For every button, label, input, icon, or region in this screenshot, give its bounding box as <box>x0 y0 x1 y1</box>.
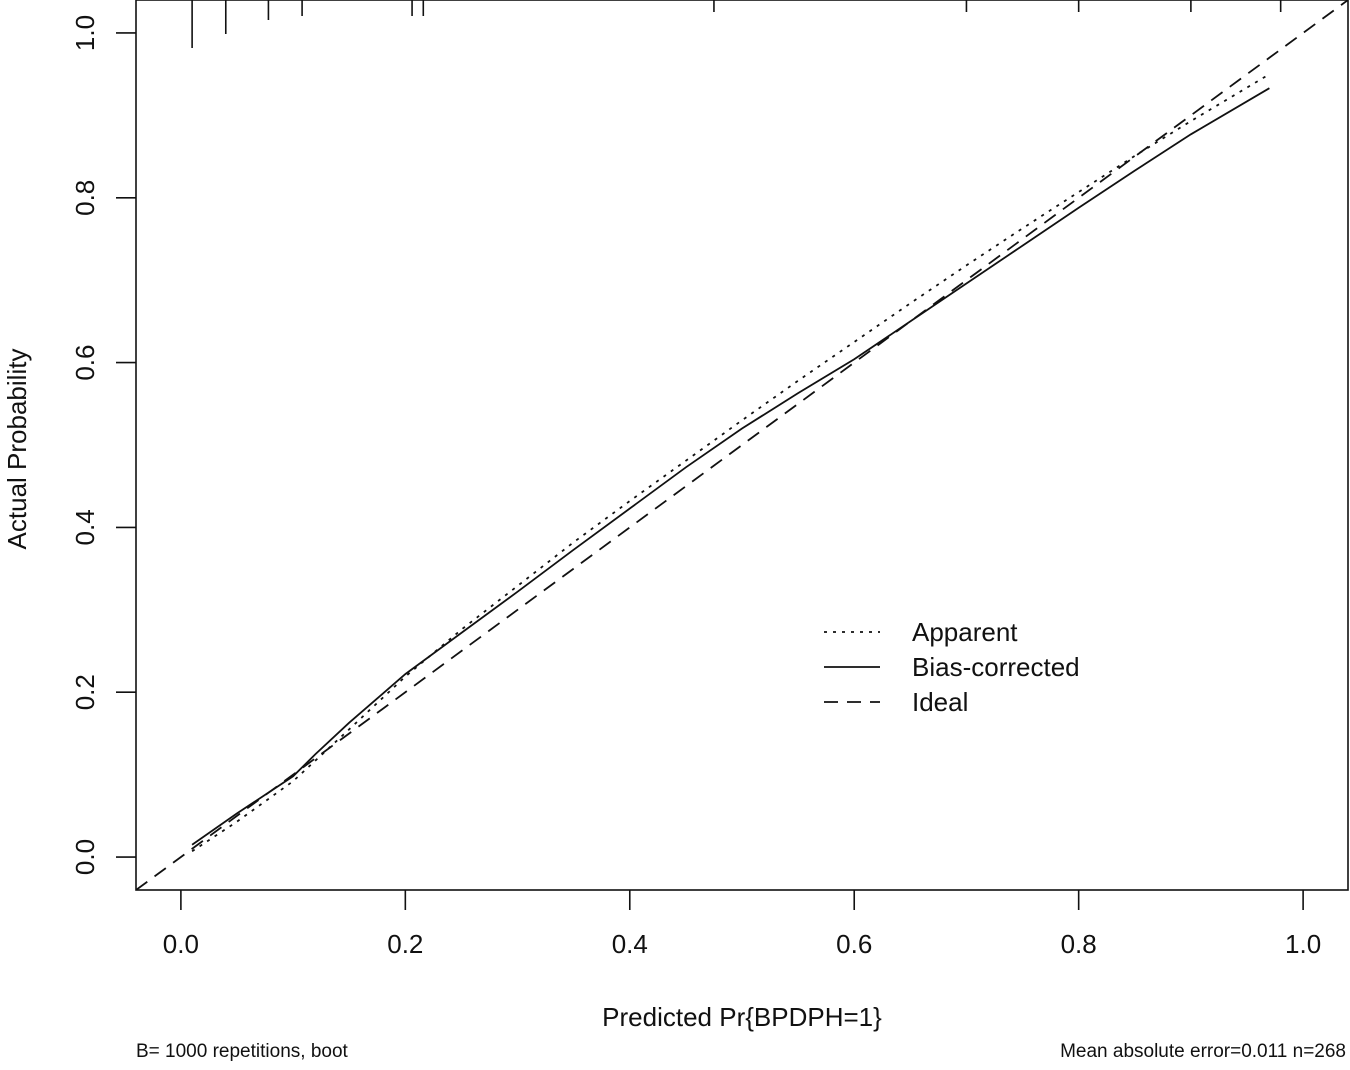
x-tick-label: 0.0 <box>163 929 199 959</box>
footnote-mean-absolute-error: Mean absolute error=0.011 n=268 <box>1060 1041 1346 1062</box>
y-tick-label: 0.2 <box>70 674 100 710</box>
y-tick-label: 0.8 <box>70 180 100 216</box>
y-axis-title: Actual Probability <box>2 349 32 550</box>
legend-label-ideal: Ideal <box>912 687 968 717</box>
series-layer <box>136 0 1348 890</box>
x-axis: 0.0 0.2 0.4 0.6 0.8 1.0 <box>163 890 1321 959</box>
x-tick-label: 1.0 <box>1285 929 1321 959</box>
y-tick-label: 0.0 <box>70 839 100 875</box>
plot-frame <box>135 0 1349 891</box>
x-tick-label: 0.6 <box>836 929 872 959</box>
x-tick-label: 0.2 <box>387 929 423 959</box>
y-tick-label: 0.6 <box>70 345 100 381</box>
x-tick-label: 0.8 <box>1061 929 1097 959</box>
series-line-apparent <box>191 73 1270 853</box>
legend-label-bias-corrected: Bias-corrected <box>912 652 1080 682</box>
x-axis-title: Predicted Pr{BPDPH=1} <box>602 1002 882 1032</box>
series-line-ideal <box>136 0 1348 890</box>
y-axis: 0.0 0.2 0.4 0.6 0.8 1.0 <box>70 15 136 875</box>
legend: Apparent Bias-corrected Ideal <box>824 617 1080 717</box>
y-tick-label: 1.0 <box>70 15 100 51</box>
series-line-bias-corrected <box>191 87 1270 846</box>
legend-label-apparent: Apparent <box>912 617 1018 647</box>
rug-layer <box>191 0 1282 48</box>
x-tick-label: 0.4 <box>612 929 648 959</box>
footnote-repetitions: B= 1000 repetitions, boot <box>136 1041 348 1062</box>
y-tick-label: 0.4 <box>70 509 100 545</box>
